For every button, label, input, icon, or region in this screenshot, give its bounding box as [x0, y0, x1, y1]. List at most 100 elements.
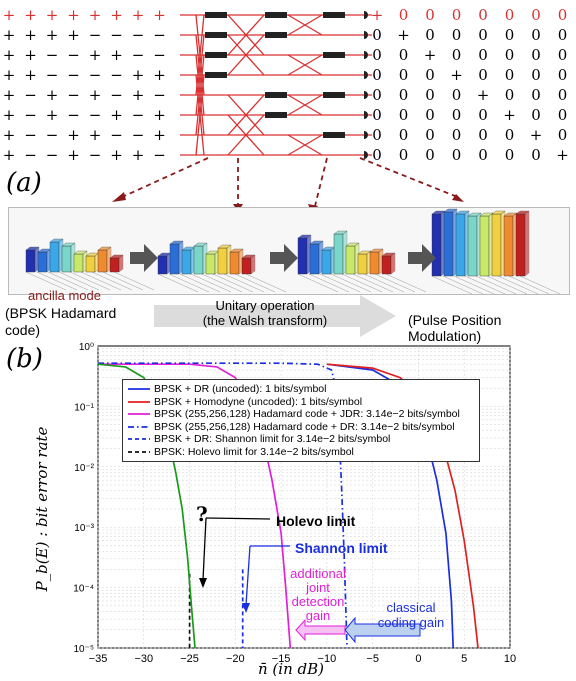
identity-cell: 0	[451, 146, 462, 164]
holevo-annotation: Holevo limit	[276, 513, 356, 529]
hadamard-cell: +	[153, 6, 166, 24]
identity-cell: 0	[531, 106, 541, 124]
legend-label: BPSK (255,256,128) Hadamard code + DR: 3…	[154, 420, 455, 433]
hadamard-cell: −	[131, 46, 145, 64]
hadamard-cell: −	[67, 46, 80, 64]
chart-legend: BPSK + DR (uncoded): 1 bits/symbol BPSK +…	[122, 379, 480, 462]
bar-plot	[431, 208, 561, 295]
identity-cell: 0	[478, 66, 488, 84]
identity-cell: 0	[398, 66, 409, 84]
hadamard-cell: +	[153, 66, 166, 84]
identity-cell: 0	[372, 106, 382, 124]
bar	[97, 249, 108, 273]
hadamard-cell: +	[2, 6, 16, 24]
bar	[229, 251, 240, 275]
bar	[467, 215, 478, 277]
stage-chevron	[130, 244, 158, 272]
identity-cell: 0	[398, 126, 409, 144]
identity-cell: 0	[398, 86, 409, 104]
bar	[61, 245, 72, 273]
bar	[169, 243, 180, 275]
shannon-annotation: Shannon limit	[295, 540, 388, 556]
identity-cell: 0	[557, 66, 568, 84]
identity-cell: 0	[557, 126, 568, 144]
identity-cell: 0	[478, 26, 488, 44]
hadamard-cell: +	[88, 126, 102, 144]
y-tick-label: 10⁻⁴	[73, 584, 94, 595]
legend-entry: BPSK (255,256,128) Hadamard code + JDR: …	[128, 408, 474, 421]
detector	[364, 111, 368, 119]
x-tick-label: −5	[366, 653, 379, 665]
detector	[364, 71, 368, 79]
identity-cell: 0	[425, 86, 435, 104]
beamsplitter	[323, 12, 345, 18]
hadamard-cell: +	[131, 86, 145, 104]
left-caption-2: code)	[5, 322, 41, 338]
identity-cell: 0	[425, 66, 435, 84]
hadamard-cell: +	[88, 46, 102, 64]
stage-chevron	[408, 244, 436, 272]
hadamard-cell: −	[110, 26, 123, 44]
hadamard-cell: +	[131, 6, 145, 24]
hadamard-cell: −	[88, 66, 102, 84]
x-tick-label: −35	[89, 653, 108, 665]
bar	[217, 247, 228, 275]
bar	[193, 245, 204, 275]
stage-chevron	[270, 244, 298, 272]
y-tick-label: 10⁻¹	[74, 402, 94, 413]
legend-swatch	[128, 425, 150, 428]
hadamard-cell: +	[24, 26, 37, 44]
bar-plots-3d	[25, 208, 561, 295]
identity-cell: +	[556, 146, 569, 164]
hadamard-cell: +	[110, 146, 123, 164]
joint-gain-line-1: additional	[290, 566, 346, 581]
identity-cell: +	[370, 6, 384, 24]
identity-cell: 0	[504, 26, 515, 44]
x-tick-label: −20	[226, 653, 245, 665]
bar	[297, 237, 308, 275]
y-axis-label: P_b(E) : bit error rate	[33, 426, 51, 592]
hadamard-cell: −	[88, 26, 102, 44]
hadamard-matrix: + + + + + + + + + + + + − − − − + + − − + + − − + + − − − − + + + − + − + − + −…	[0, 0, 180, 180]
stage-arrow-4	[359, 157, 461, 199]
legend-entry: BPSK: Holevo limit for 3.14e−2 bits/symb…	[128, 446, 474, 459]
hadamard-cell: +	[24, 6, 37, 24]
bar	[369, 251, 380, 275]
hadamard-cell: −	[153, 146, 166, 164]
beamsplitter	[323, 92, 345, 98]
hadamard-cell: +	[67, 126, 80, 144]
hadamard-cell: +	[67, 146, 80, 164]
joint-gain-line-4: gain	[305, 608, 331, 623]
hadamard-cell: −	[24, 126, 37, 144]
detector	[364, 31, 368, 39]
hadamard-cell: +	[2, 66, 16, 84]
hadamard-cell: +	[110, 6, 123, 24]
detector	[364, 151, 368, 159]
hadamard-cell: −	[24, 86, 37, 104]
identity-cell: +	[423, 46, 437, 64]
identity-cell: 0	[372, 46, 382, 64]
coding-gain-line-2: coding gain	[377, 615, 445, 630]
legend-entry: BPSK (255,256,128) Hadamard code + DR: 3…	[128, 421, 474, 434]
identity-cell: 0	[478, 146, 488, 164]
identity-cell: 0	[557, 26, 568, 44]
hadamard-cell: +	[153, 126, 166, 144]
hadamard-cell: +	[67, 26, 80, 44]
x-tick-label: 5	[461, 653, 467, 665]
identity-cell: 0	[531, 86, 541, 104]
walsh-beamsplitter-network	[180, 11, 372, 159]
arrow-caption-2: (the Walsh transform)	[202, 313, 328, 328]
bar	[431, 213, 442, 277]
identity-cell: 0	[478, 126, 488, 144]
hadamard-cell: +	[131, 146, 145, 164]
hadamard-cell: +	[2, 146, 16, 164]
beamsplitter	[205, 32, 227, 38]
x-tick-label: 10	[504, 653, 516, 665]
bar	[25, 249, 36, 273]
identity-matrix: +0 0 0 0 0 0 0 0 +0 0 0 0 0 0 0 0 +0 0 0 0 0 0 0 0 +0 0 0 0 0 0 0 0 +0 0 0…	[360, 0, 576, 180]
beamsplitter	[205, 72, 227, 78]
identity-cell: 0	[372, 66, 382, 84]
beamsplitter	[205, 52, 227, 58]
legend-entry: BPSK + DR: Shannon limit for 3.14e−2 bit…	[128, 433, 474, 446]
legend-label: BPSK + Homodyne (uncoded): 1 bits/symbol	[154, 395, 363, 408]
